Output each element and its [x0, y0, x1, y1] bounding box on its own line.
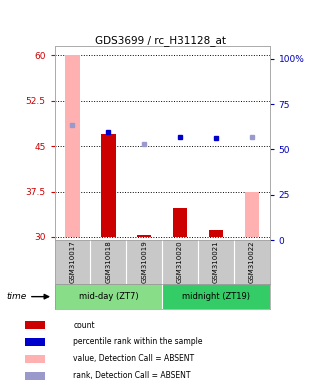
Text: GSM310020: GSM310020	[177, 241, 183, 283]
Text: value, Detection Call = ABSENT: value, Detection Call = ABSENT	[73, 354, 194, 363]
Text: time: time	[6, 292, 27, 301]
Text: percentile rank within the sample: percentile rank within the sample	[73, 338, 203, 346]
Bar	[65, 55, 80, 237]
Text: GDS3699 / rc_H31128_at: GDS3699 / rc_H31128_at	[95, 35, 226, 46]
Bar	[137, 235, 152, 237]
Text: rank, Detection Call = ABSENT: rank, Detection Call = ABSENT	[73, 371, 191, 380]
Bar	[245, 192, 259, 237]
Bar	[55, 284, 162, 309]
Text: GSM310021: GSM310021	[213, 241, 219, 283]
Text: count: count	[73, 321, 95, 330]
Text: GSM310019: GSM310019	[141, 241, 147, 283]
Bar	[101, 134, 116, 237]
Bar	[173, 208, 187, 237]
Bar	[25, 338, 45, 346]
Bar	[162, 284, 270, 309]
Bar	[25, 372, 45, 380]
Bar	[209, 230, 223, 237]
Text: GSM310018: GSM310018	[105, 241, 111, 283]
Text: midnight (ZT19): midnight (ZT19)	[182, 292, 250, 301]
Text: mid-day (ZT7): mid-day (ZT7)	[79, 292, 138, 301]
Bar	[25, 321, 45, 329]
Bar	[25, 355, 45, 363]
Text: GSM310017: GSM310017	[69, 241, 75, 283]
Text: GSM310022: GSM310022	[249, 241, 255, 283]
